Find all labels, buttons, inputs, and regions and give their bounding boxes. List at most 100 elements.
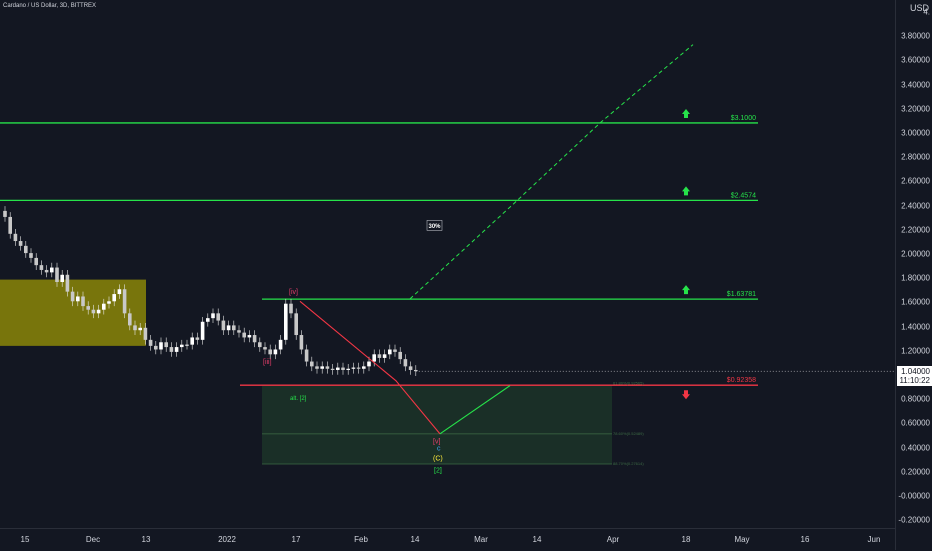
- candle: [81, 296, 85, 307]
- candle: [403, 359, 408, 367]
- time-tick: 13: [141, 535, 151, 544]
- candle: [70, 291, 75, 302]
- price-chart[interactable]: $3.1000 $2.4574 $1.63781 $0.92358 30% [iii] [i…: [0, 0, 895, 528]
- candle: [154, 345, 158, 350]
- time-tick: 14: [532, 535, 542, 544]
- price-tick: 2.80000: [901, 152, 930, 162]
- level-label: $3.1000: [731, 115, 756, 122]
- candle: [408, 366, 413, 370]
- candle: [284, 303, 288, 340]
- time-axis[interactable]: 15 Dec 13 2022 17 Feb 14 Mar 14 Apr 18 May 16 Jun: [0, 528, 895, 551]
- time-tick: Mar: [474, 535, 488, 544]
- candle: [263, 347, 267, 350]
- candle-countdown: 11:10:22: [899, 376, 930, 386]
- wave-label-iii: [iii]: [263, 359, 272, 366]
- candle: [362, 366, 366, 369]
- level-label: $1.63781: [727, 291, 756, 298]
- candle: [50, 267, 54, 273]
- arrow-up-icon: [682, 186, 690, 196]
- price-tick: 1.40000: [901, 322, 930, 332]
- wave-label-C: (C): [433, 455, 443, 462]
- candle: [367, 361, 371, 367]
- candle: [216, 313, 220, 321]
- candle: [398, 351, 402, 360]
- candle: [310, 361, 314, 367]
- candle: [107, 301, 111, 304]
- time-tick: 15: [20, 535, 30, 544]
- candle: [247, 335, 252, 338]
- fib-label: 61.80%(0.92565): [613, 380, 644, 385]
- candle: [237, 330, 241, 333]
- price-tick: 3.80000: [901, 31, 930, 41]
- current-price-tag: 1.04000 11:10:22: [897, 366, 932, 387]
- candle: [138, 327, 142, 331]
- time-tick: May: [734, 535, 750, 544]
- price-tick: 3.20000: [901, 104, 930, 114]
- price-tick: 3.00000: [901, 128, 930, 138]
- current-price-value: 1.04000: [901, 367, 930, 377]
- arrow-up-icon: [682, 285, 690, 295]
- price-tick: 2.60000: [901, 176, 930, 186]
- candle: [8, 216, 12, 234]
- price-tick: 1.80000: [901, 273, 930, 283]
- percent-label: 30%: [428, 224, 441, 230]
- candle: [372, 354, 376, 362]
- projection-path: [409, 44, 694, 300]
- candle: [148, 339, 153, 346]
- candle: [133, 325, 137, 331]
- symbol-title: Cardano / US Dollar, 3D, BITTREX: [3, 3, 97, 9]
- candle: [65, 274, 70, 292]
- candle: [351, 367, 356, 369]
- candle: [242, 332, 246, 338]
- arrow-up-icon: [682, 108, 690, 118]
- candle: [206, 318, 210, 322]
- candle: [211, 313, 215, 319]
- candle: [143, 327, 148, 340]
- candle: [102, 303, 106, 310]
- percent-box: [426, 220, 443, 231]
- time-tick: Jun: [867, 535, 881, 544]
- chart-canvas: $3.1000 $2.4574 $1.63781 $0.92358 30% [iii] [i…: [0, 44, 895, 474]
- candle: [91, 309, 96, 314]
- candle: [336, 367, 340, 370]
- wave-up-path: [439, 385, 511, 435]
- candle: [232, 325, 236, 331]
- candle: [294, 313, 298, 336]
- candle: [258, 342, 262, 348]
- price-tick: -0.20000: [898, 515, 930, 525]
- candle: [325, 366, 330, 369]
- alt-wave-label: alt. [2]: [290, 396, 307, 402]
- candle: [96, 309, 101, 314]
- candle: [299, 335, 304, 350]
- candle: [29, 253, 33, 258]
- candle: [341, 367, 345, 370]
- candle: [346, 368, 350, 370]
- candle: [185, 344, 189, 346]
- candle: [3, 210, 7, 217]
- candle: [278, 339, 283, 350]
- price-tick: 2.40000: [901, 201, 930, 211]
- time-tick: Dec: [85, 535, 101, 544]
- candle: [164, 342, 168, 348]
- candle: [24, 245, 28, 254]
- price-axis[interactable]: USD 4. 3.80000 3.60000 3.40000 3.20000 3.0000…: [895, 0, 932, 550]
- candle: [388, 349, 392, 355]
- candle: [128, 313, 132, 326]
- candle: [180, 344, 184, 348]
- candle: [190, 337, 194, 345]
- candle: [393, 349, 397, 352]
- candle: [221, 320, 226, 331]
- candle: [34, 257, 38, 266]
- candle: [39, 265, 44, 270]
- price-tick: 1.60000: [901, 297, 930, 307]
- candle: [377, 354, 382, 358]
- level-label: $2.4574: [731, 192, 756, 199]
- price-tick: 3.60000: [901, 55, 930, 65]
- candle: [273, 349, 278, 355]
- price-tick: 2.20000: [901, 225, 930, 235]
- time-tick: 2022: [218, 535, 236, 544]
- candle: [356, 367, 361, 369]
- candle: [315, 366, 319, 369]
- candle: [86, 306, 90, 310]
- candle: [414, 369, 418, 372]
